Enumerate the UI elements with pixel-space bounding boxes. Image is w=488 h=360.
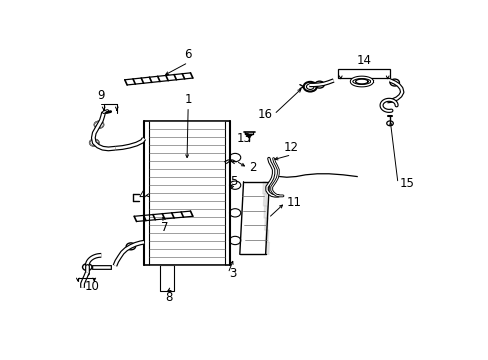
Polygon shape <box>245 134 252 137</box>
Bar <box>160 265 174 291</box>
Text: 6: 6 <box>184 49 191 62</box>
Text: 7: 7 <box>161 221 168 234</box>
Text: 2: 2 <box>249 161 256 174</box>
Polygon shape <box>264 206 267 218</box>
Text: 4: 4 <box>138 189 145 202</box>
Bar <box>338 69 389 78</box>
Text: 12: 12 <box>284 141 298 154</box>
Text: 13: 13 <box>236 132 251 145</box>
Text: 14: 14 <box>356 54 371 67</box>
Polygon shape <box>263 194 266 206</box>
Polygon shape <box>265 230 268 242</box>
Polygon shape <box>265 242 269 254</box>
Polygon shape <box>262 182 265 194</box>
Polygon shape <box>264 218 267 230</box>
Text: 11: 11 <box>286 196 301 209</box>
Text: 9: 9 <box>98 89 105 102</box>
Text: 1: 1 <box>184 93 191 106</box>
Text: 16: 16 <box>257 108 272 121</box>
Text: 5: 5 <box>230 175 237 188</box>
Text: 3: 3 <box>229 267 236 280</box>
Text: 8: 8 <box>165 291 173 303</box>
Text: 10: 10 <box>84 280 99 293</box>
Text: 15: 15 <box>399 177 413 190</box>
